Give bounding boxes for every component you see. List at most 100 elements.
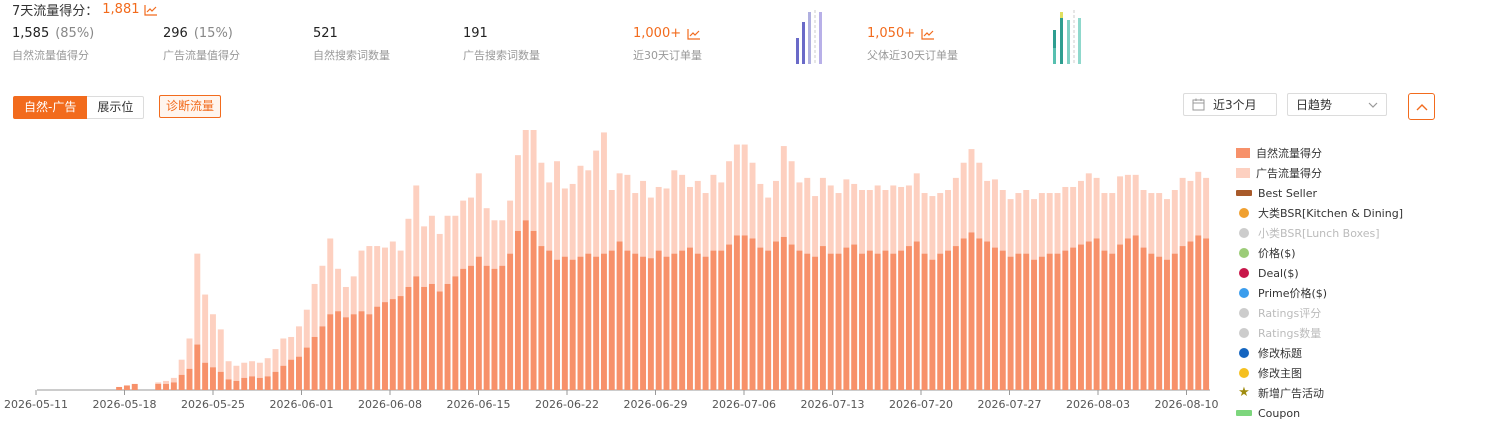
bar-natural [577, 256, 584, 390]
bar-natural [1124, 238, 1131, 390]
bar-natural [1054, 253, 1061, 390]
bar-ad [327, 238, 334, 315]
metric-natural-score: 1,585 (85%) 自然流量值得分 [12, 26, 94, 63]
legend-item[interactable]: 修改主图 [1236, 363, 1403, 383]
bar-natural [1038, 256, 1045, 390]
bar-natural [499, 265, 506, 390]
bar-ad [741, 144, 748, 236]
bar-ad [1007, 199, 1014, 257]
bar-natural [804, 253, 811, 390]
bar-natural [585, 253, 592, 390]
bar-natural [686, 247, 693, 390]
bar-ad [913, 173, 920, 242]
bar-natural [225, 379, 232, 390]
bar-natural [178, 374, 185, 390]
bar-natural [929, 259, 936, 390]
metric-label: 广告流量值得分 [163, 49, 240, 62]
bar-natural [358, 311, 365, 390]
bar-natural [968, 232, 975, 390]
bar-ad [663, 188, 670, 257]
legend-item[interactable]: 广告流量得分 [1236, 163, 1403, 183]
legend-swatch [1239, 288, 1249, 298]
bar-natural [655, 250, 662, 390]
legend-item[interactable]: Ratings数量 [1236, 323, 1403, 343]
date-range-picker[interactable]: 近3个月 [1183, 93, 1277, 116]
bar-natural [866, 250, 873, 390]
traffic-score-value: 1,881 [102, 2, 140, 17]
bar-ad [937, 193, 944, 254]
bar-natural [209, 367, 216, 390]
bar-ad [632, 193, 639, 254]
legend-item[interactable]: Deal($) [1236, 263, 1403, 283]
traffic-view-tabs: 自然-广告 展示位 [13, 96, 145, 119]
bar-natural [444, 283, 451, 390]
bar-ad [335, 268, 342, 312]
bar-ad [780, 146, 787, 237]
bar-natural [1109, 253, 1116, 390]
bar-ad [1023, 190, 1030, 254]
legend-item[interactable]: Best Seller [1236, 183, 1403, 203]
trend-icon[interactable] [921, 28, 935, 40]
bar-natural [827, 253, 834, 390]
traffic-score-title: 7天流量得分： 1,881 [12, 0, 158, 19]
legend-label: Prime价格($) [1258, 287, 1328, 300]
bar-ad [890, 185, 897, 254]
legend-item[interactable]: 大类BSR[Kitchen & Dining] [1236, 203, 1403, 223]
x-tick-label: 2026-06-08 [358, 398, 422, 411]
bar-ad [640, 180, 647, 257]
bar-ad [452, 215, 459, 277]
legend-item[interactable]: ★ 新增广告活动 [1236, 383, 1403, 403]
legend-item[interactable]: 小类BSR[Lunch Boxes] [1236, 223, 1403, 243]
bar-natural [186, 368, 193, 390]
tab-natural-ad[interactable]: 自然-广告 [13, 96, 88, 119]
bar-ad [1187, 180, 1194, 242]
x-tick-label: 2026-07-27 [978, 398, 1042, 411]
legend-item[interactable]: 修改标题 [1236, 343, 1403, 363]
bar-ad [757, 183, 764, 248]
bar-ad [1132, 174, 1139, 236]
bar-ad [264, 358, 271, 377]
collapse-button[interactable] [1408, 93, 1435, 120]
legend-item[interactable]: 价格($) [1236, 243, 1403, 263]
metric-label: 近30天订单量 [633, 49, 702, 62]
x-tick-label: 2026-05-18 [93, 398, 157, 411]
bar-natural [819, 246, 826, 390]
bar-ad [1203, 177, 1210, 239]
bar-ad [616, 173, 623, 242]
bar-natural [374, 306, 381, 390]
bar-natural [624, 250, 631, 390]
bar-natural [335, 311, 342, 390]
granularity-select[interactable]: 日趋势 [1287, 93, 1387, 116]
legend-item[interactable]: 自然流量得分 [1236, 143, 1403, 163]
bar-natural [1140, 247, 1147, 390]
legend-item[interactable]: Ratings评分 [1236, 303, 1403, 323]
bar-natural [350, 314, 357, 390]
legend-label: Coupon [1258, 406, 1301, 420]
bar-natural [1101, 250, 1108, 390]
bar-ad [827, 185, 834, 254]
trend-icon[interactable] [687, 28, 701, 40]
bar-natural [546, 250, 553, 390]
chevron-down-icon [1368, 102, 1378, 108]
bar-ad [405, 218, 412, 287]
bar-natural [1148, 253, 1155, 390]
bar-natural [1031, 259, 1038, 390]
diagnose-traffic-button[interactable]: 诊断流量 [159, 95, 222, 118]
bar-natural [1015, 253, 1022, 390]
bar-natural [413, 276, 420, 390]
legend-label: 修改标题 [1258, 347, 1302, 360]
bar-ad [569, 183, 576, 260]
legend-label: 大类BSR[Kitchen & Dining] [1258, 207, 1403, 220]
tab-placement[interactable]: 展示位 [87, 96, 145, 119]
metric-value: 1,585 [12, 26, 50, 41]
trend-icon[interactable] [143, 4, 158, 16]
legend-item[interactable]: Prime价格($) [1236, 283, 1403, 303]
calendar-icon [1192, 98, 1205, 111]
bar-natural [718, 250, 725, 390]
bar-ad [577, 165, 584, 257]
legend-item[interactable]: Coupon [1236, 403, 1403, 423]
bar-ad [561, 188, 568, 257]
bar-ad [194, 253, 201, 345]
bar-ad [507, 200, 514, 254]
bar-natural [522, 220, 529, 390]
